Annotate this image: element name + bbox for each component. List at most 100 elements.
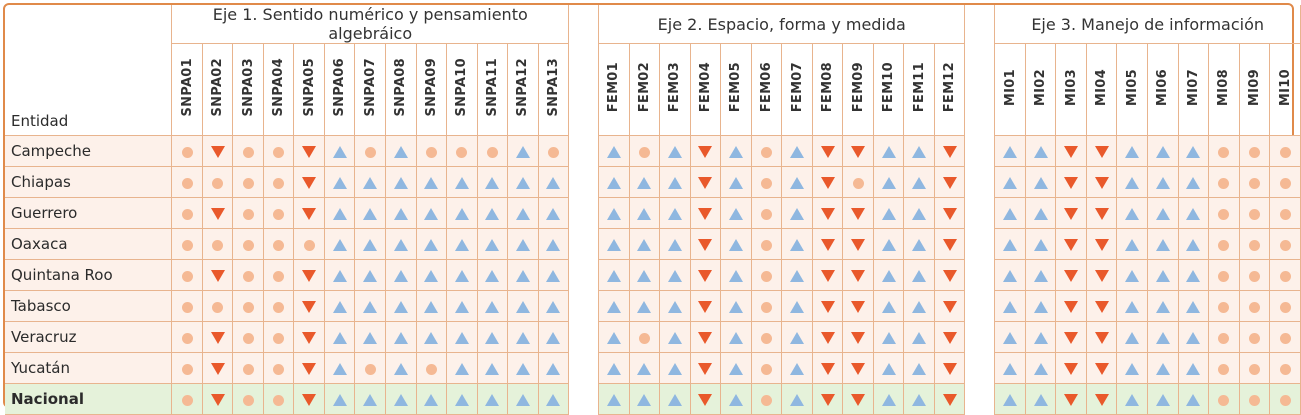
triangle-up-icon	[606, 270, 621, 282]
triangle-down-icon	[302, 270, 317, 282]
triangle-up-icon	[912, 177, 927, 189]
result-cell	[262, 197, 295, 229]
result-cell	[689, 383, 722, 415]
triangle-down-icon	[820, 332, 835, 344]
result-cell	[1269, 290, 1301, 322]
triangle-up-icon	[1155, 332, 1170, 344]
result-cell	[1024, 321, 1057, 353]
indicator-code: SNPA05	[301, 58, 317, 117]
indicator-code: FEM10	[881, 62, 897, 113]
result-cell	[750, 290, 783, 322]
triangle-up-icon	[790, 332, 805, 344]
result-cell	[689, 290, 722, 322]
result-cell	[507, 135, 539, 167]
triangle-up-icon	[881, 208, 896, 220]
circle-icon	[273, 208, 285, 220]
entity-row: Veracruz	[5, 321, 1301, 353]
result-cell	[537, 135, 570, 167]
triangle-down-icon	[820, 146, 835, 158]
circle-icon	[212, 239, 224, 251]
indicator-code-header: SNPA06	[323, 43, 356, 136]
circle-icon	[852, 177, 864, 189]
result-cell	[842, 290, 874, 322]
triangle-down-icon	[942, 239, 957, 251]
result-cell	[750, 259, 783, 291]
result-cell	[842, 259, 874, 291]
result-cell	[994, 383, 1026, 415]
triangle-up-icon	[881, 332, 896, 344]
triangle-up-icon	[790, 177, 805, 189]
result-cell	[1147, 228, 1179, 260]
entity-name: Quintana Roo	[5, 259, 173, 291]
circle-icon	[242, 363, 254, 375]
result-cell	[720, 228, 752, 260]
result-cell	[598, 290, 630, 322]
result-cell	[1269, 197, 1301, 229]
result-cell	[872, 197, 905, 229]
triangle-up-icon	[1125, 177, 1140, 189]
triangle-up-icon	[332, 177, 347, 189]
triangle-up-icon	[363, 394, 378, 406]
result-cell	[689, 166, 722, 198]
triangle-up-icon	[1003, 270, 1018, 282]
axis-gap	[964, 135, 995, 167]
result-cell	[1238, 352, 1271, 384]
result-cell	[1116, 259, 1148, 291]
triangle-down-icon	[210, 208, 225, 220]
result-cell	[537, 259, 570, 291]
triangle-up-icon	[667, 394, 682, 406]
axis-gap	[964, 228, 995, 260]
result-cell	[323, 135, 356, 167]
axis-gap	[568, 321, 599, 353]
triangle-down-icon	[851, 301, 866, 313]
circle-icon	[761, 270, 772, 282]
result-cell	[811, 290, 844, 322]
triangle-down-icon	[1094, 239, 1109, 251]
circle-icon	[1218, 332, 1230, 344]
axis-gap	[568, 166, 599, 198]
triangle-down-icon	[210, 332, 225, 344]
circle-icon	[181, 332, 193, 344]
indicator-code-header: SNPA11	[476, 43, 509, 136]
result-cell	[385, 135, 417, 167]
circle-icon	[1218, 270, 1230, 282]
result-cell	[872, 383, 905, 415]
triangle-up-icon	[454, 301, 469, 313]
result-cell	[507, 321, 539, 353]
indicator-code-header: MI03	[1055, 43, 1087, 136]
result-cell	[1024, 197, 1057, 229]
entity-name: Guerrero	[5, 197, 173, 229]
result-cell	[323, 352, 356, 384]
result-cell	[781, 228, 813, 260]
indicator-code: FEM08	[820, 62, 836, 113]
result-cell	[415, 290, 448, 322]
triangle-up-icon	[912, 239, 927, 251]
indicator-code: MI09	[1246, 68, 1262, 107]
circle-icon	[761, 239, 772, 251]
result-cell	[933, 352, 966, 384]
triangle-up-icon	[332, 301, 347, 313]
indicator-code: FEM09	[850, 62, 866, 113]
circle-icon	[181, 239, 193, 251]
result-cell	[293, 321, 325, 353]
result-cell	[1269, 166, 1301, 198]
circle-icon	[242, 146, 254, 158]
result-cell	[811, 135, 844, 167]
circle-icon	[761, 208, 772, 220]
result-cell	[476, 228, 509, 260]
triangle-up-icon	[1033, 177, 1048, 189]
triangle-up-icon	[912, 301, 927, 313]
triangle-down-icon	[302, 301, 317, 313]
result-cell	[385, 383, 417, 415]
result-cell	[750, 197, 783, 229]
triangle-up-icon	[393, 270, 408, 282]
triangle-up-icon	[1186, 301, 1201, 313]
result-cell	[872, 166, 905, 198]
result-cell	[1269, 259, 1301, 291]
result-cell	[750, 166, 783, 198]
result-cell	[933, 259, 966, 291]
result-cell	[1116, 383, 1148, 415]
result-cell	[232, 197, 264, 229]
indicator-code-header: MI06	[1147, 43, 1179, 136]
result-cell	[232, 383, 264, 415]
